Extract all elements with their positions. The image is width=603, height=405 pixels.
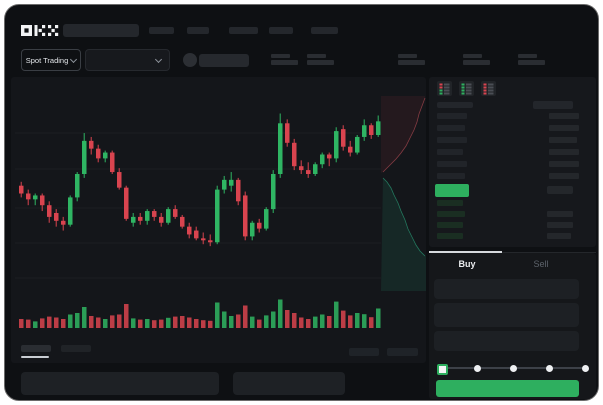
avatar[interactable] (183, 53, 197, 67)
bid-price-placeholder[interactable] (437, 222, 463, 228)
bid-amount-placeholder (547, 211, 573, 217)
search-input[interactable] (63, 24, 139, 37)
account-button[interactable] (199, 54, 249, 67)
nav-item-placeholder[interactable] (187, 27, 209, 34)
view-mode-combined-book-icon[interactable] (437, 81, 452, 96)
tab-indicator-track (502, 252, 596, 253)
chart-bottom-tab-active[interactable] (21, 345, 51, 352)
top-nav (5, 5, 598, 41)
price-field[interactable] (434, 279, 579, 299)
depth-chart (381, 96, 426, 291)
orders-table-row (233, 372, 345, 395)
tab-indicator-active (429, 251, 502, 253)
bid-amount-placeholder (547, 222, 573, 228)
total-field[interactable] (434, 331, 579, 351)
last-price-highlight[interactable] (435, 184, 469, 197)
app-window: Spot Trading (4, 4, 599, 401)
chart-bottom-tab[interactable] (61, 345, 91, 352)
nav-item-placeholder[interactable] (229, 27, 258, 34)
slider-handle[interactable] (437, 364, 448, 375)
ask-amount-placeholder (549, 149, 579, 155)
stat-value-placeholder (271, 60, 298, 65)
slider-stop[interactable] (546, 365, 553, 372)
nav-item-placeholder[interactable] (149, 27, 174, 34)
ask-amount-placeholder (549, 161, 579, 167)
slider-stop[interactable] (582, 365, 589, 372)
stat-value-placeholder (398, 60, 425, 65)
order-book-col-header (533, 101, 573, 109)
orders-table-row (21, 372, 219, 395)
stat-label-placeholder (307, 54, 326, 58)
stat-value-placeholder (463, 60, 490, 65)
ticker-stats (5, 5, 598, 71)
ask-amount-placeholder (549, 125, 579, 131)
bid-price-placeholder[interactable] (437, 200, 463, 206)
stat-label-placeholder (463, 54, 482, 58)
slider-stop[interactable] (474, 365, 481, 372)
stat-label-placeholder (398, 54, 417, 58)
chart-bottom-placeholder (387, 348, 418, 356)
ask-amount-placeholder (549, 173, 579, 179)
slider-stop[interactable] (510, 365, 517, 372)
buy-submit-button[interactable] (436, 380, 579, 397)
tab-sell[interactable]: Sell (533, 259, 549, 269)
nav-item-placeholder[interactable] (311, 27, 338, 34)
chart-bottom-placeholder (349, 348, 379, 356)
stat-value-placeholder (307, 60, 334, 65)
active-tab-underline (21, 356, 49, 358)
ask-price-placeholder[interactable] (437, 173, 465, 179)
market-type-dropdown[interactable]: Spot Trading (21, 49, 81, 71)
bid-price-placeholder[interactable] (437, 233, 463, 239)
nav-item-placeholder[interactable] (269, 27, 293, 34)
stat-label-placeholder (271, 54, 290, 58)
order-book-amount (547, 186, 573, 194)
bid-amount-placeholder (547, 233, 571, 239)
bid-price-placeholder[interactable] (437, 211, 465, 217)
tab-buy[interactable]: Buy (458, 259, 476, 269)
market-type-label: Spot Trading (25, 55, 69, 65)
ask-price-placeholder[interactable] (437, 113, 467, 119)
ask-price-placeholder[interactable] (437, 149, 463, 155)
view-mode-bids-only-icon[interactable] (459, 81, 474, 96)
amount-field[interactable] (434, 303, 579, 327)
view-mode-asks-only-icon[interactable] (481, 81, 496, 96)
stat-value-placeholder (518, 60, 545, 65)
stat-label-placeholder (518, 54, 537, 58)
ask-amount-placeholder (549, 137, 577, 143)
pair-selector[interactable] (85, 49, 170, 71)
candlestick-chart[interactable] (15, 96, 381, 333)
ask-price-placeholder[interactable] (437, 161, 467, 167)
ask-price-placeholder[interactable] (437, 137, 467, 143)
ask-price-placeholder[interactable] (437, 125, 465, 131)
okx-logo (21, 25, 59, 36)
ask-amount-placeholder (549, 113, 579, 119)
order-book-col-header (437, 102, 473, 108)
